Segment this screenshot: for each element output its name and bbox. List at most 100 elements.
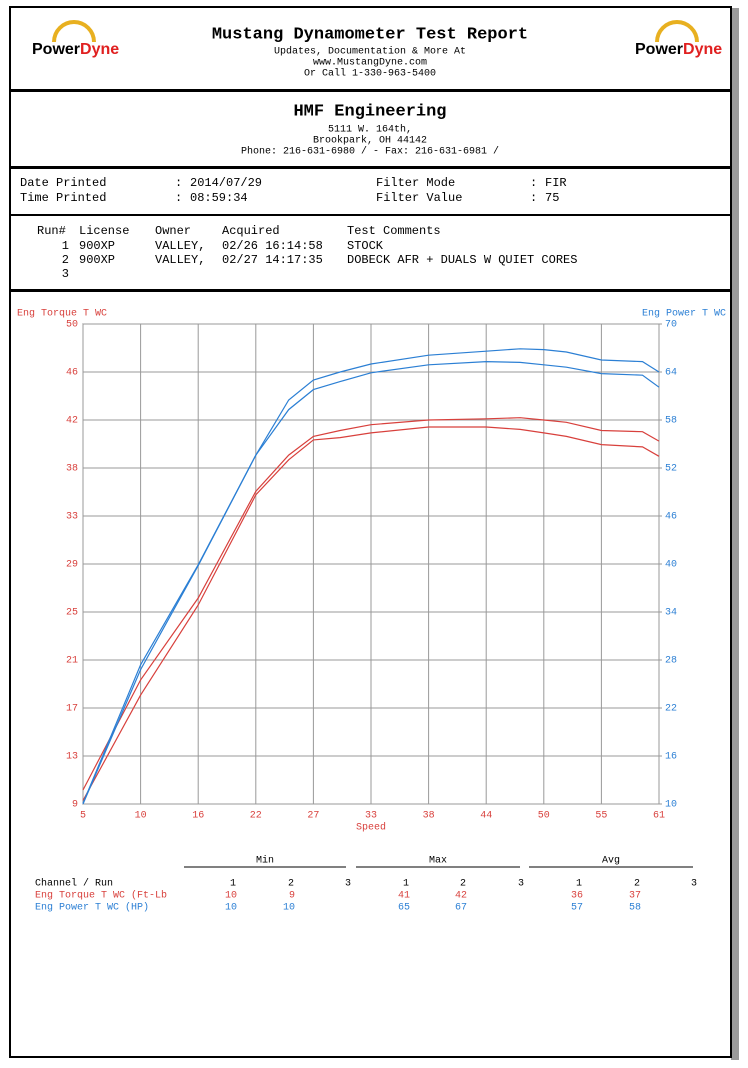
data-line bbox=[82, 348, 660, 804]
shop-name: HMF Engineering bbox=[293, 102, 446, 121]
header-line: Updates, Documentation & More At bbox=[274, 46, 466, 58]
x-tick-label: 55 bbox=[595, 811, 607, 822]
info-label: Filter Value bbox=[376, 191, 462, 205]
x-tick-label: 44 bbox=[480, 811, 492, 822]
run-number: 1 bbox=[230, 879, 236, 890]
y-tick-label: 21 bbox=[66, 656, 78, 667]
info-label: Time Printed bbox=[20, 191, 106, 205]
y-tick-label: 9 bbox=[72, 800, 78, 811]
info-value: 2014/07/29 bbox=[190, 176, 262, 190]
divider bbox=[10, 89, 731, 92]
y2-tick-label: 64 bbox=[665, 368, 677, 379]
y2-tick-label: 52 bbox=[665, 464, 677, 475]
summary-value: 41 bbox=[398, 891, 410, 902]
divider bbox=[10, 166, 731, 169]
y2-tick-label: 40 bbox=[665, 560, 677, 571]
summary-value: 42 bbox=[455, 891, 467, 902]
divider bbox=[10, 289, 731, 292]
y-tick-label: 50 bbox=[66, 320, 78, 331]
info-label: Filter Mode bbox=[376, 176, 455, 190]
summary-header: Channel / Run bbox=[35, 878, 113, 890]
run-cell: DOBECK AFR + DUALS W QUIET CORES bbox=[347, 253, 577, 267]
run-cell: VALLEY, bbox=[155, 253, 205, 267]
run-cell: 2 bbox=[62, 253, 69, 267]
y2-axis-title: Eng Power T WC bbox=[642, 309, 726, 320]
info-value: 75 bbox=[545, 191, 559, 205]
info-separator: : bbox=[530, 176, 537, 190]
y-tick-label: 13 bbox=[66, 752, 78, 763]
x-tick-label: 16 bbox=[192, 811, 204, 822]
run-cell: 3 bbox=[62, 267, 69, 281]
x-tick-label: 61 bbox=[653, 811, 665, 822]
y-tick-label: 29 bbox=[66, 560, 78, 571]
x-tick-label: 10 bbox=[135, 811, 147, 822]
info-separator: : bbox=[175, 191, 182, 205]
summary-value: 37 bbox=[629, 891, 641, 902]
y-tick-label: 33 bbox=[66, 512, 78, 523]
run-cell: 900XP bbox=[79, 239, 115, 253]
run-cell: VALLEY, bbox=[155, 239, 205, 253]
summary-value: 10 bbox=[225, 903, 237, 914]
y2-tick-label: 34 bbox=[665, 608, 677, 619]
run-number: 1 bbox=[576, 879, 582, 890]
summary-value: 57 bbox=[571, 903, 583, 914]
channel-label: Eng Power T WC (HP) bbox=[35, 902, 149, 914]
run-cell: 02/26 16:14:58 bbox=[222, 239, 323, 253]
logo-part: Power bbox=[635, 41, 683, 58]
header-line: www.MustangDyne.com bbox=[313, 58, 427, 69]
run-number: 3 bbox=[345, 879, 351, 890]
logo: PowerDyne bbox=[32, 41, 119, 58]
run-column-header: Run# bbox=[37, 224, 66, 238]
y-tick-label: 25 bbox=[66, 608, 78, 619]
logo-part: Power bbox=[32, 41, 80, 58]
run-number: 3 bbox=[691, 879, 697, 890]
summary-value: 36 bbox=[571, 891, 583, 902]
y2-tick-label: 46 bbox=[665, 512, 677, 523]
logo-arc bbox=[52, 20, 96, 43]
run-number: 2 bbox=[634, 879, 640, 890]
logo-part: Dyne bbox=[80, 41, 119, 58]
info-value: 08:59:34 bbox=[190, 191, 248, 205]
run-cell: 900XP bbox=[79, 253, 115, 267]
x-tick-label: 22 bbox=[250, 811, 262, 822]
y2-tick-label: 70 bbox=[665, 320, 677, 331]
info-separator: : bbox=[175, 176, 182, 190]
run-column-header: License bbox=[79, 224, 129, 238]
header-line: Or Call 1-330-963-5400 bbox=[304, 68, 436, 80]
shop-line: 5111 W. 164th, bbox=[328, 124, 412, 136]
x-tick-label: 27 bbox=[307, 811, 319, 822]
y-axis-title: Eng Torque T WC bbox=[17, 309, 107, 320]
x-tick-label: 38 bbox=[423, 811, 435, 822]
y-tick-label: 42 bbox=[66, 416, 78, 427]
divider bbox=[10, 214, 731, 216]
run-column-header: Owner bbox=[155, 224, 191, 238]
logo-part: Dyne bbox=[683, 41, 722, 58]
run-cell: 02/27 14:17:35 bbox=[222, 253, 323, 267]
info-separator: : bbox=[530, 191, 537, 205]
y-tick-label: 38 bbox=[66, 464, 78, 475]
run-number: 2 bbox=[288, 879, 294, 890]
y-tick-label: 46 bbox=[66, 368, 78, 379]
run-number: 3 bbox=[518, 879, 524, 890]
y2-tick-label: 58 bbox=[665, 416, 677, 427]
run-cell: STOCK bbox=[347, 239, 384, 253]
x-tick-label: 5 bbox=[80, 811, 86, 822]
report-title: Mustang Dynamometer Test Report bbox=[212, 25, 528, 44]
shop-line: Brookpark, OH 44142 bbox=[313, 135, 427, 147]
summary-value: 67 bbox=[455, 903, 467, 914]
page-shadow bbox=[731, 8, 739, 1060]
summary-value: 9 bbox=[289, 891, 295, 902]
logo-arc bbox=[655, 20, 699, 43]
info-value: FIR bbox=[545, 176, 567, 190]
y2-tick-label: 10 bbox=[665, 800, 677, 811]
shop-line: Phone: 216-631-6980 / - Fax: 216-631-698… bbox=[241, 146, 499, 158]
run-number: 2 bbox=[460, 879, 466, 890]
data-line bbox=[82, 426, 660, 801]
channel-label: Eng Torque T WC (Ft-Lb bbox=[35, 890, 167, 902]
y2-tick-label: 16 bbox=[665, 752, 677, 763]
summary-value: 58 bbox=[629, 903, 641, 914]
y-tick-label: 17 bbox=[66, 704, 78, 715]
x-axis-title: Speed bbox=[356, 822, 386, 834]
y2-tick-label: 22 bbox=[665, 704, 677, 715]
